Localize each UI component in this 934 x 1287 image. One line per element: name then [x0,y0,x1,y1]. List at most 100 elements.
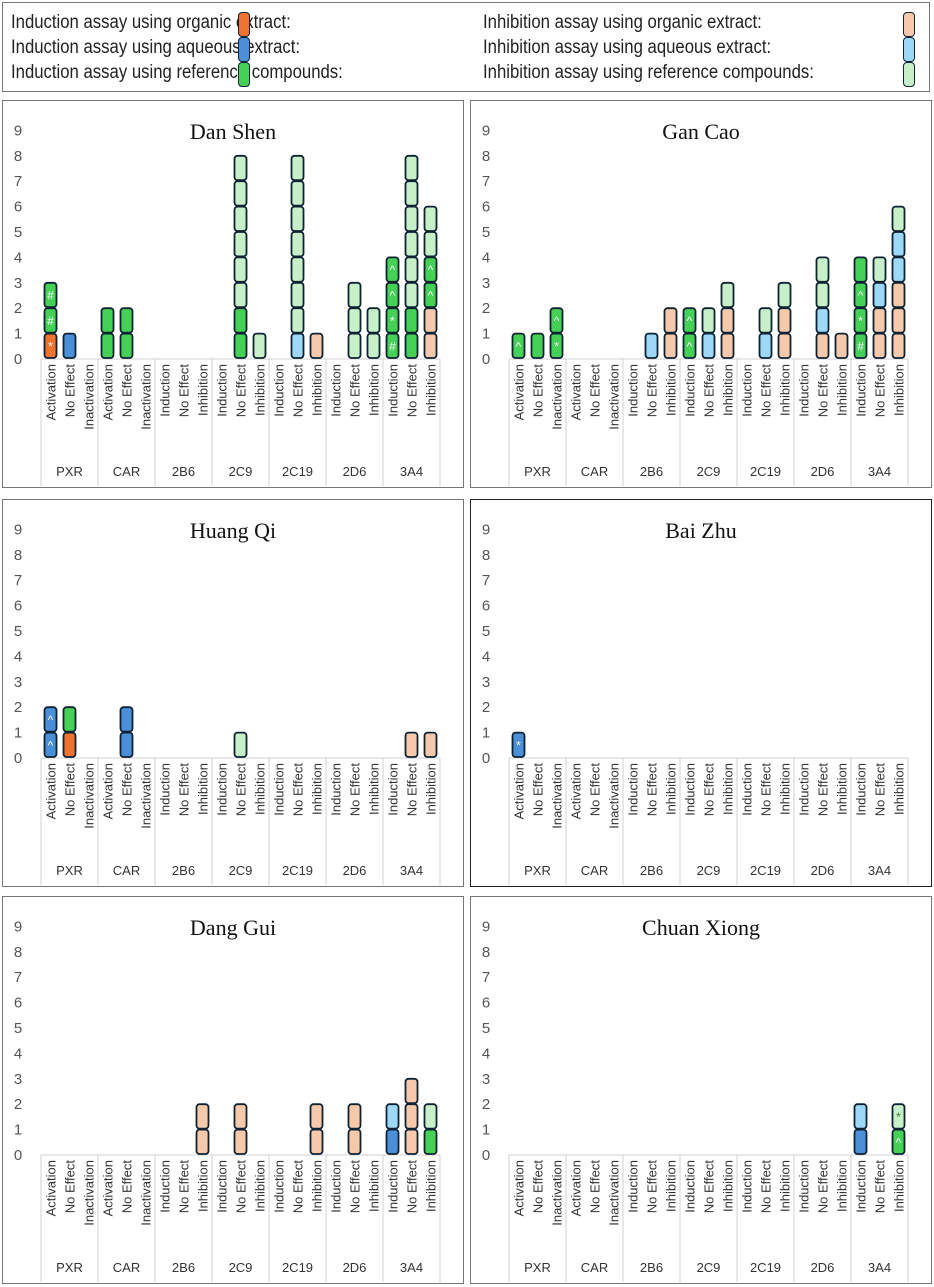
chart-panel-dan-shen: Dan Shen 0 1 2 3 4 5 6 7 8 9 PXR Activation * # # No Eff… [2,100,464,488]
chart-panel-gan-cao: Gan Cao 0 1 2 3 4 5 6 7 8 9 PXR Activation ^ No Effect… [470,100,932,488]
column-label: Activation [569,763,584,819]
column-label: No Effect [177,763,192,817]
group-label: 2D6 [811,1260,835,1275]
column-label: Induction [626,1160,641,1213]
y-tick-label: 2 [14,300,22,317]
column-label: Inactivation [607,1160,622,1226]
stack-block [423,1128,438,1155]
column-label: No Effect [816,763,831,817]
chart-title: Huang Qi [190,518,276,543]
column-label: Induction [797,763,812,816]
column-label: No Effect [348,763,363,817]
column-label: Inhibition [310,1160,325,1212]
block-marker: ^ [516,339,522,353]
column-label: No Effect [645,364,660,418]
column-label: Inhibition [310,364,325,416]
stack-block [423,1103,438,1130]
stack-block [404,281,419,309]
stack-block [891,281,906,309]
group-label: 2C9 [697,464,721,479]
group-label: 2C19 [750,464,781,479]
y-tick-label: 1 [14,1122,22,1139]
stack-block [43,731,58,758]
column-label: No Effect [177,364,192,418]
stack-block [404,180,419,207]
stack-block [872,332,887,359]
y-tick-label: 4 [14,648,22,665]
y-tick-label: 6 [482,995,490,1012]
column-label: Activation [512,1160,527,1216]
stack-block [119,307,134,334]
stack-block [43,307,58,334]
stack-block [43,332,58,359]
stack-block [233,154,248,182]
column-label: Induction [272,364,287,417]
column-label: Activation [101,364,116,420]
y-tick-label: 7 [482,572,490,589]
y-tick-label: 1 [482,326,490,343]
column-label: Inhibition [367,763,382,815]
y-tick-label: 8 [482,944,490,961]
group-label: CAR [581,464,608,479]
column-label: Induction [386,364,401,417]
column-label: No Effect [234,763,249,817]
column-label: Inhibition [892,1160,907,1212]
column-label: Inhibition [664,1160,679,1212]
group-label: PXR [56,464,83,479]
y-tick-label: 0 [482,750,490,767]
stack-block [62,332,77,359]
block-marker: ^ [687,314,693,328]
block-marker: * [896,1110,901,1124]
stack-block [891,256,906,283]
block-marker: ^ [428,263,434,277]
block-marker: # [389,339,396,353]
column-label: Inhibition [778,1160,793,1212]
stack-block [233,256,248,283]
stack-block [891,205,906,232]
column-label: No Effect [816,1160,831,1214]
stack-block [347,281,362,309]
block-marker: ^ [48,713,54,727]
group-label: 2B6 [640,863,663,878]
legend-label: Induction assay using aqueous extract: [11,37,301,58]
y-tick-label: 7 [14,969,22,986]
stack-block [100,332,115,359]
y-tick-label: 9 [14,122,22,139]
y-tick-label: 7 [14,173,22,190]
group-label: CAR [581,863,608,878]
y-tick-label: 8 [14,148,22,165]
block-marker: ^ [554,314,560,328]
stack-block [853,256,868,283]
y-tick-label: 5 [482,1020,490,1037]
column-label: Induction [854,763,869,816]
column-label: Inhibition [253,1160,268,1212]
stack-block [720,307,735,334]
column-label: Activation [569,1160,584,1216]
stack-block [309,1128,324,1155]
y-tick-label: 9 [482,122,490,139]
column-label: Induction [740,763,755,816]
y-tick-label: 7 [14,572,22,589]
chart-title: Dang Gui [190,915,276,940]
column-label: No Effect [759,763,774,817]
legend-label: Inhibition assay using aqueous extract: [483,37,772,58]
group-label: CAR [113,1260,140,1275]
stack-block [815,332,830,359]
column-label: Inactivation [550,763,565,829]
chart-svg: Chuan Xiong 0 1 2 3 4 5 6 7 8 9 PXR Activation No Eff… [482,915,909,1282]
column-label: Inhibition [367,364,382,416]
column-label: No Effect [588,763,603,817]
column-label: Inhibition [310,763,325,815]
column-label: Inactivation [82,364,97,430]
y-tick-label: 6 [482,199,490,216]
column-label: Induction [272,763,287,816]
column-label: Induction [386,1160,401,1213]
column-label: Inhibition [835,364,850,416]
stack-block [62,731,77,758]
y-tick-label: 7 [482,173,490,190]
stack-block [385,281,400,309]
stack-block [347,307,362,334]
stack-block [290,231,305,258]
stack-block [423,231,438,258]
stack-block [404,154,419,182]
